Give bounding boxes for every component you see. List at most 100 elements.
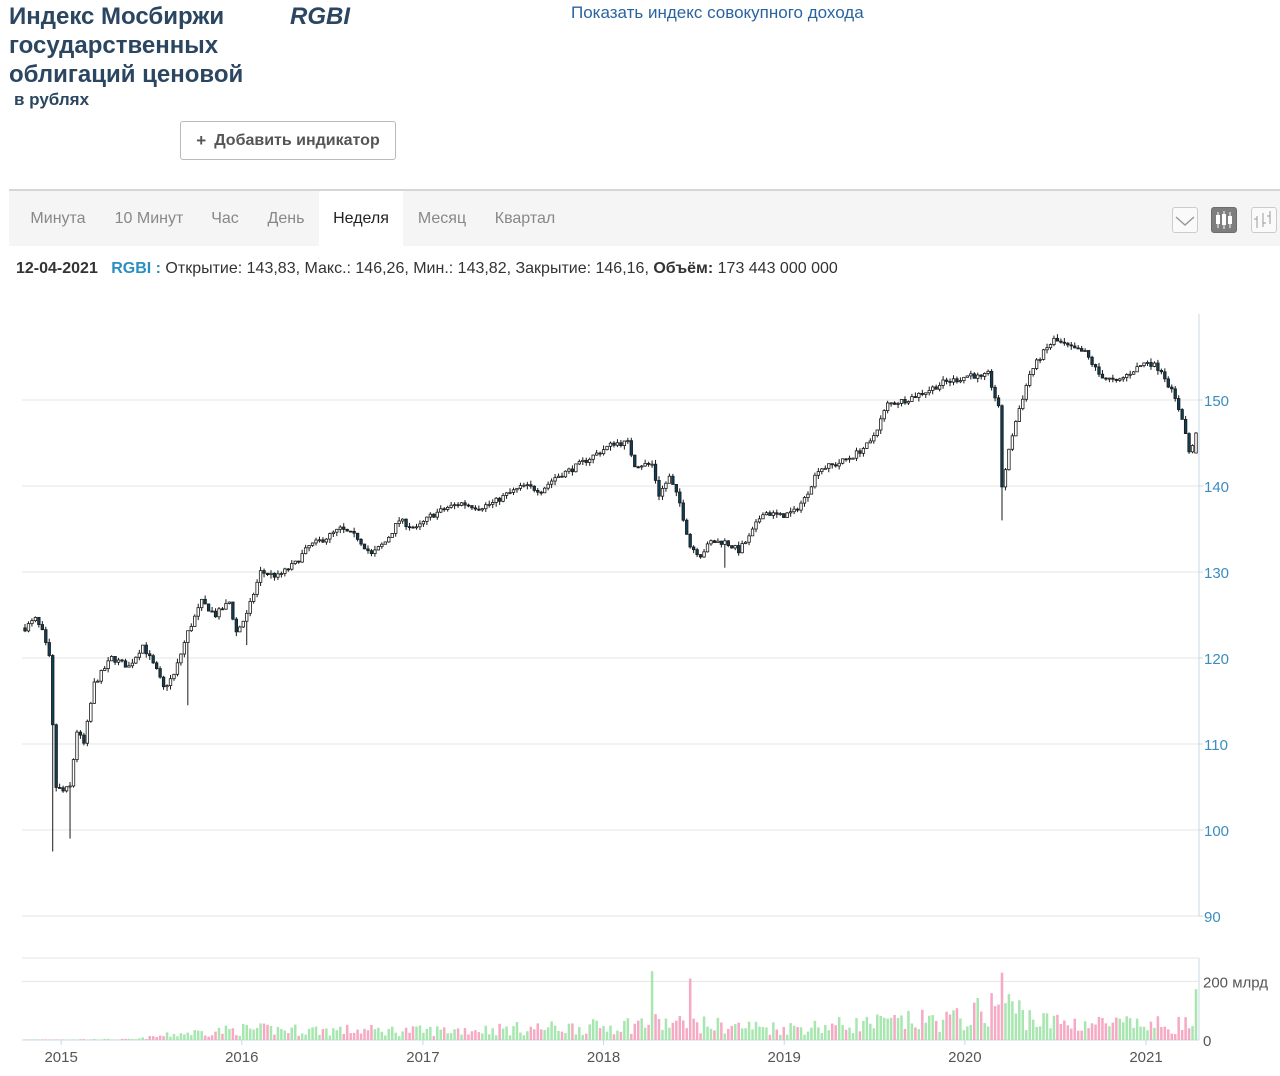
price-candle — [761, 514, 765, 520]
volume-bar — [1024, 1030, 1028, 1040]
price-candle — [224, 603, 228, 610]
volume-bar — [401, 1031, 404, 1040]
price-candle — [1069, 344, 1073, 347]
price-candle — [660, 488, 665, 497]
volume-bar — [792, 1025, 796, 1040]
price-candle — [106, 660, 110, 669]
price-candle — [252, 594, 256, 602]
price-candle — [854, 450, 859, 459]
price-candle — [418, 523, 422, 528]
volume-bar — [1080, 1030, 1083, 1040]
volume-bar — [276, 1027, 280, 1040]
price-candle — [941, 379, 945, 386]
volume-bar — [945, 1011, 948, 1040]
price-candle — [1190, 445, 1195, 453]
volume-bar — [1073, 1018, 1076, 1040]
volume-bar — [238, 1035, 242, 1040]
price-candle — [1149, 362, 1153, 367]
volume-bar — [810, 1027, 813, 1040]
tab-quarter[interactable]: Квартал — [494, 210, 556, 227]
price-tick-label: 110 — [1204, 737, 1228, 754]
volume-bar — [668, 1027, 671, 1040]
price-candle — [678, 491, 682, 504]
volume-bar — [1115, 1017, 1118, 1040]
price-candle — [813, 474, 817, 488]
volume-bar — [345, 1024, 349, 1040]
year-tick-label: 2019 — [768, 1049, 801, 1066]
add-indicator-button[interactable]: + Добавить индикатор — [180, 121, 396, 160]
price-candle — [1121, 377, 1125, 380]
price-candle — [674, 484, 678, 493]
volume-bar — [1045, 1013, 1049, 1040]
price-candle — [830, 463, 834, 466]
price-candle — [553, 477, 557, 482]
candlestick-view-button[interactable] — [1211, 207, 1237, 233]
volume-bar — [938, 1031, 941, 1040]
total-return-index-link[interactable]: Показать индекс совокупного дохода — [571, 3, 864, 22]
volume-bar — [89, 1039, 93, 1040]
price-candle — [40, 624, 44, 631]
volume-bar — [48, 1039, 51, 1040]
tab-day[interactable]: День — [267, 210, 305, 227]
price-candle — [335, 528, 339, 533]
volume-bar — [287, 1033, 290, 1040]
price-candle — [560, 475, 564, 478]
volume-bar — [1146, 1030, 1149, 1040]
volume-bar — [280, 1028, 283, 1040]
tab-week[interactable]: Неделя — [319, 191, 403, 246]
tab-minute[interactable]: Минута — [30, 210, 86, 227]
year-tick-label: 2017 — [406, 1049, 439, 1066]
price-candle — [276, 573, 280, 578]
price-candle — [134, 656, 138, 664]
volume-bar — [688, 978, 692, 1040]
line-chart-icon — [1175, 216, 1195, 227]
price-candle — [400, 518, 405, 522]
volume-bar — [1135, 1018, 1139, 1040]
price-candle — [937, 385, 942, 390]
price-candle — [837, 462, 841, 467]
volume-bar — [1004, 1003, 1007, 1040]
price-candle — [103, 668, 107, 671]
price-candle — [182, 642, 187, 655]
price-candle — [425, 516, 429, 522]
price-candle — [768, 512, 772, 516]
volume-bar — [162, 1036, 165, 1040]
price-candle — [875, 429, 879, 436]
volume-bar — [335, 1030, 339, 1040]
price-candle — [775, 512, 779, 515]
price-candle — [920, 393, 924, 395]
volume-bar — [536, 1023, 539, 1040]
volume-bar — [387, 1028, 391, 1040]
price-volume-chart[interactable]: 90 100 110 120 130 140 150 0 200 млрд 2015 2016 201… — [0, 300, 1280, 1076]
line-chart-view-button[interactable] — [1172, 207, 1198, 233]
volume-bar — [751, 1029, 754, 1040]
price-candle — [359, 539, 363, 545]
volume-bar — [598, 1028, 602, 1040]
price-candle — [795, 508, 800, 511]
volume-bar — [266, 1024, 269, 1040]
volume-bar — [914, 1027, 917, 1040]
price-candle — [203, 598, 207, 605]
tab-hour[interactable]: Час — [211, 210, 239, 227]
price-candle — [245, 612, 249, 622]
volume-bar — [41, 1039, 44, 1040]
price-candle — [546, 483, 550, 489]
volume-bar — [553, 1025, 557, 1040]
volume-bar — [889, 1017, 893, 1040]
volume-bar — [720, 1022, 723, 1040]
price-candle — [1173, 388, 1177, 399]
price-candle — [1114, 378, 1118, 381]
volume-bar — [342, 1033, 345, 1040]
price-candle — [1107, 377, 1112, 380]
volume-bar — [730, 1025, 734, 1040]
price-candle — [459, 502, 464, 506]
volume-bar — [103, 1038, 106, 1040]
volume-bar — [418, 1025, 422, 1040]
price-candle — [1010, 435, 1015, 450]
volume-tick-label: 0 — [1203, 1033, 1211, 1050]
ohlc-bar-view-button[interactable] — [1251, 207, 1277, 233]
volume-bar — [113, 1039, 117, 1040]
tab-month[interactable]: Месяц — [417, 210, 467, 227]
tab-10-minutes[interactable]: 10 Минут — [114, 210, 184, 227]
price-candle — [615, 442, 620, 446]
